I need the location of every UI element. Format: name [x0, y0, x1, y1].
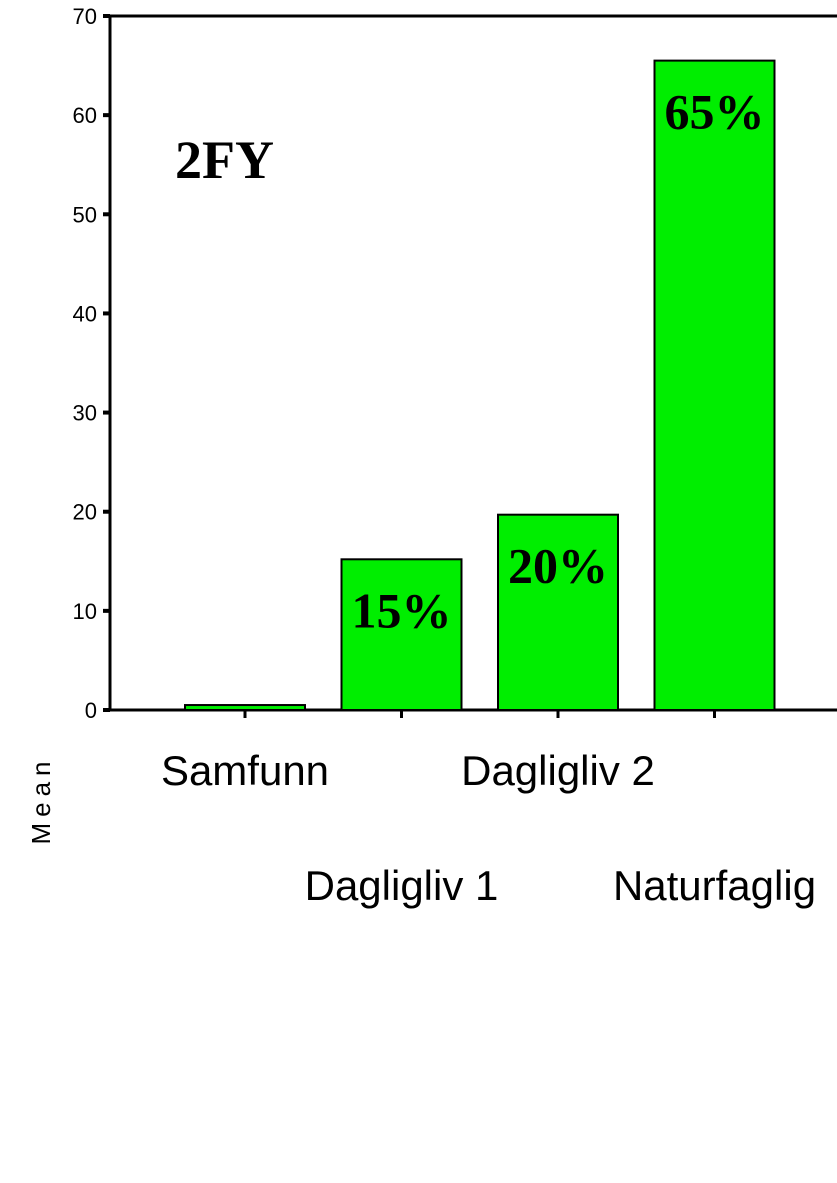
y-tick-label: 10 [73, 599, 97, 624]
y-tick-label: 60 [73, 103, 97, 128]
chart-title: 2FY [175, 130, 274, 190]
y-tick-label: 30 [73, 401, 97, 426]
x-tick-label: Samfunn [161, 747, 329, 794]
data-label: 15% [352, 582, 452, 638]
bar [497, 513, 619, 712]
y-tick-label: 20 [73, 500, 97, 525]
x-tick-label: Dagligliv 1 [305, 862, 499, 909]
y-tick-label: 40 [73, 301, 97, 326]
y-tick-label: 50 [73, 202, 97, 227]
bar [184, 704, 306, 711]
y-tick-label: 70 [73, 4, 97, 29]
y-axis-label: Mean [26, 755, 56, 844]
data-label: 65% [665, 84, 765, 140]
y-tick-label: 0 [85, 698, 97, 723]
bar [340, 558, 463, 711]
x-tick-label: Dagligliv 2 [461, 747, 655, 794]
data-label: 20% [508, 538, 608, 594]
x-tick-label: Naturfaglig [613, 862, 816, 909]
labels: Samfunn Dagligliv 1 15% Dagligliv 2 20% Natur… [161, 84, 816, 909]
bar [653, 59, 776, 712]
bars [184, 59, 776, 712]
